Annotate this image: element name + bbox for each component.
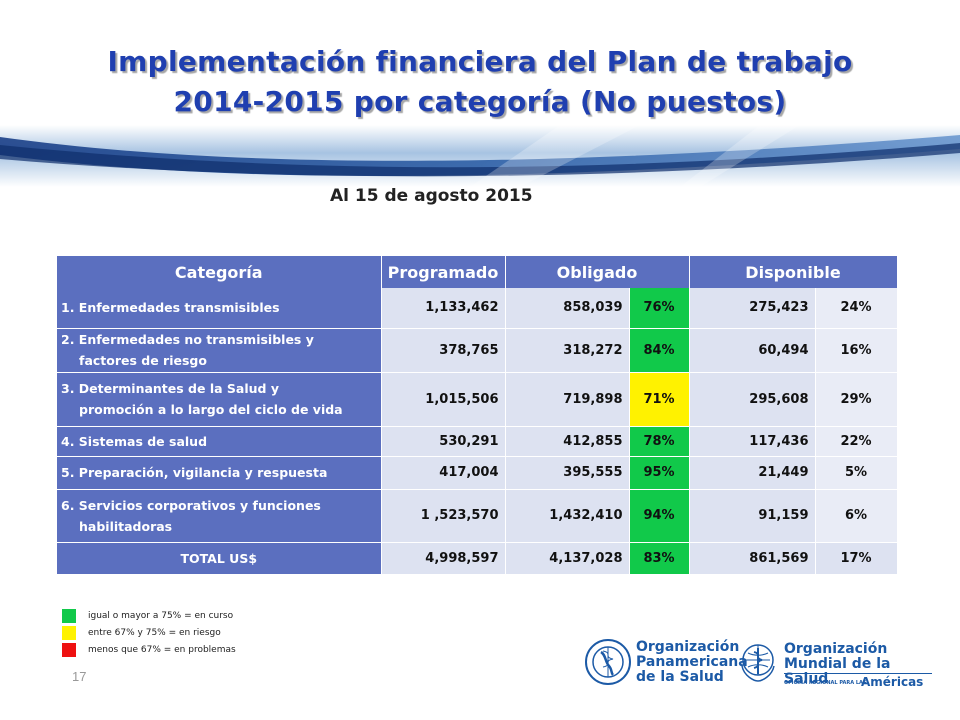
table-row: 5. Preparación, vigilancia y respuesta 4…: [57, 456, 898, 490]
row-category: 4. Sistemas de salud: [57, 426, 382, 457]
legend-item-green: igual o mayor a 75% = en curso: [62, 607, 236, 624]
legend-text: menos que 67% = en problemas: [88, 644, 236, 655]
obligado-pct-cell: 76%: [629, 288, 690, 329]
programado-cell: 417,004: [381, 456, 506, 490]
disponible-cell: 295,608: [689, 372, 816, 427]
row-category: 2. Enfermedades no transmisibles y factor…: [57, 328, 382, 373]
financial-table: Categoría Programado Obligado Disponible…: [57, 256, 898, 575]
disponible-cell: 60,494: [689, 328, 816, 373]
programado-cell: 1,133,462: [381, 288, 506, 329]
who-regional-office: OFICINA REGIONAL PARA LAS: [784, 680, 867, 686]
obligado-pct-cell: 78%: [629, 426, 690, 457]
page-number: 17: [72, 669, 87, 684]
obligado-cell: 318,272: [505, 328, 630, 373]
disponible-cell: 21,449: [689, 456, 816, 490]
programado-cell: 530,291: [381, 426, 506, 457]
yellow-swatch: [62, 625, 76, 640]
disponible-pct-cell: 22%: [815, 426, 898, 457]
who-region: Américas: [861, 675, 924, 689]
disponible-pct-cell: 24%: [815, 288, 898, 329]
green-swatch: [62, 608, 76, 623]
obligado-pct-cell: 71%: [629, 372, 690, 427]
page-title: Implementación financiera del Plan de tr…: [30, 42, 930, 122]
status-legend: igual o mayor a 75% = en curso entre 67%…: [62, 607, 236, 658]
table-row: 2. Enfermedades no transmisibles y factor…: [57, 328, 898, 373]
total-label: TOTAL US$: [57, 542, 382, 575]
obligado-cell: 858,039: [505, 288, 630, 329]
disponible-pct-cell: 16%: [815, 328, 898, 373]
who-name-2: Mundial de la Salud: [784, 656, 891, 687]
row-category: 3. Determinantes de la Salud y promoción …: [57, 372, 382, 427]
total-row: TOTAL US$ 4,998,597 4,137,028 83% 861,56…: [57, 542, 898, 575]
total-disponible: 861,569: [689, 542, 816, 575]
paho-logo: Organización Panamericana de la Salud: [584, 634, 748, 690]
disponible-cell: 91,159: [689, 489, 816, 543]
total-disponible-pct: 17%: [815, 542, 898, 575]
table-row: 1. Enfermedades transmisibles 1,133,462 …: [57, 288, 898, 329]
row-category: 1. Enfermedades transmisibles: [57, 288, 382, 329]
paho-name-3: de la Salud: [636, 669, 724, 685]
table-row: 4. Sistemas de salud 530,291 412,855 78%…: [57, 426, 898, 457]
title-line-2: 2014-2015 por categoría (No puestos): [173, 85, 787, 118]
obligado-cell: 395,555: [505, 456, 630, 490]
obligado-pct-cell: 95%: [629, 456, 690, 490]
table-header-row: Categoría Programado Obligado Disponible: [57, 256, 898, 288]
total-programado: 4,998,597: [381, 542, 506, 575]
obligado-pct-cell: 84%: [629, 328, 690, 373]
disponible-cell: 117,436: [689, 426, 816, 457]
red-swatch: [62, 642, 76, 657]
programado-cell: 1 ,523,570: [381, 489, 506, 543]
decorative-banner: [0, 125, 960, 187]
header-categoria: Categoría: [57, 256, 382, 288]
row-category: 6. Servicios corporativos y funciones hab…: [57, 489, 382, 543]
total-obligado-pct: 83%: [629, 542, 690, 575]
paho-name-2: Panamericana: [636, 654, 748, 670]
paho-emblem-icon: [585, 639, 631, 685]
legend-text: entre 67% y 75% = en riesgo: [88, 627, 221, 638]
programado-cell: 378,765: [381, 328, 506, 373]
obligado-cell: 719,898: [505, 372, 630, 427]
obligado-cell: 1,432,410: [505, 489, 630, 543]
header-obligado: Obligado: [505, 256, 690, 288]
title-line-1: Implementación financiera del Plan de tr…: [107, 45, 853, 78]
legend-item-yellow: entre 67% y 75% = en riesgo: [62, 624, 236, 641]
disponible-pct-cell: 6%: [815, 489, 898, 543]
paho-name-1: Organización: [636, 639, 740, 655]
obligado-cell: 412,855: [505, 426, 630, 457]
programado-cell: 1,015,506: [381, 372, 506, 427]
header-disponible: Disponible: [689, 256, 898, 288]
row-category: 5. Preparación, vigilancia y respuesta: [57, 456, 382, 490]
legend-text: igual o mayor a 75% = en curso: [88, 610, 234, 621]
disponible-pct-cell: 29%: [815, 372, 898, 427]
table-row: 6. Servicios corporativos y funciones hab…: [57, 489, 898, 543]
table-row: 3. Determinantes de la Salud y promoción …: [57, 372, 898, 427]
header-programado: Programado: [381, 256, 506, 288]
report-date: Al 15 de agosto 2015: [330, 186, 533, 206]
who-logo: Organización Mundial de la Salud OFICINA…: [736, 634, 936, 690]
disponible-cell: 275,423: [689, 288, 816, 329]
who-name-1: Organización: [784, 641, 888, 657]
disponible-pct-cell: 5%: [815, 456, 898, 490]
who-emblem-icon: [741, 644, 775, 682]
legend-item-red: menos que 67% = en problemas: [62, 641, 236, 658]
obligado-pct-cell: 94%: [629, 489, 690, 543]
total-obligado: 4,137,028: [505, 542, 630, 575]
